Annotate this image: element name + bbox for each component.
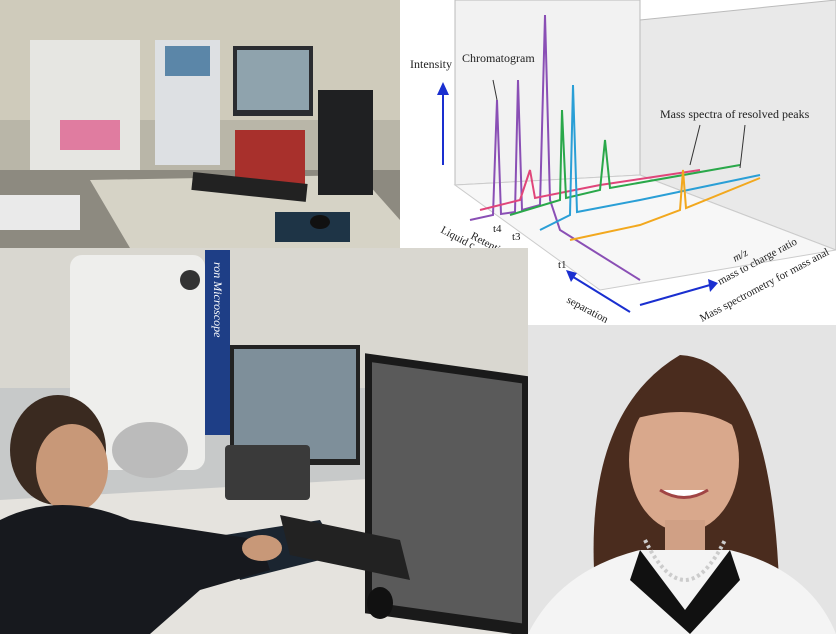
diagram-label: Chromatogram bbox=[462, 51, 535, 65]
portrait-photo bbox=[528, 325, 836, 634]
axis-label: Intensity bbox=[410, 57, 452, 71]
lab-photo bbox=[0, 0, 400, 248]
time-label: t3 bbox=[512, 231, 521, 243]
diagram-label: Mass spectra of resolved peaks bbox=[660, 107, 810, 121]
microscope-label: ron Microscope bbox=[211, 262, 225, 338]
time-label: t4 bbox=[493, 223, 502, 235]
lc-ms-diagram: Intensity Chromatogram Mass spectra of r… bbox=[400, 0, 836, 326]
microscope-photo: ron Microscope bbox=[0, 248, 528, 634]
time-label: t1 bbox=[558, 259, 567, 271]
